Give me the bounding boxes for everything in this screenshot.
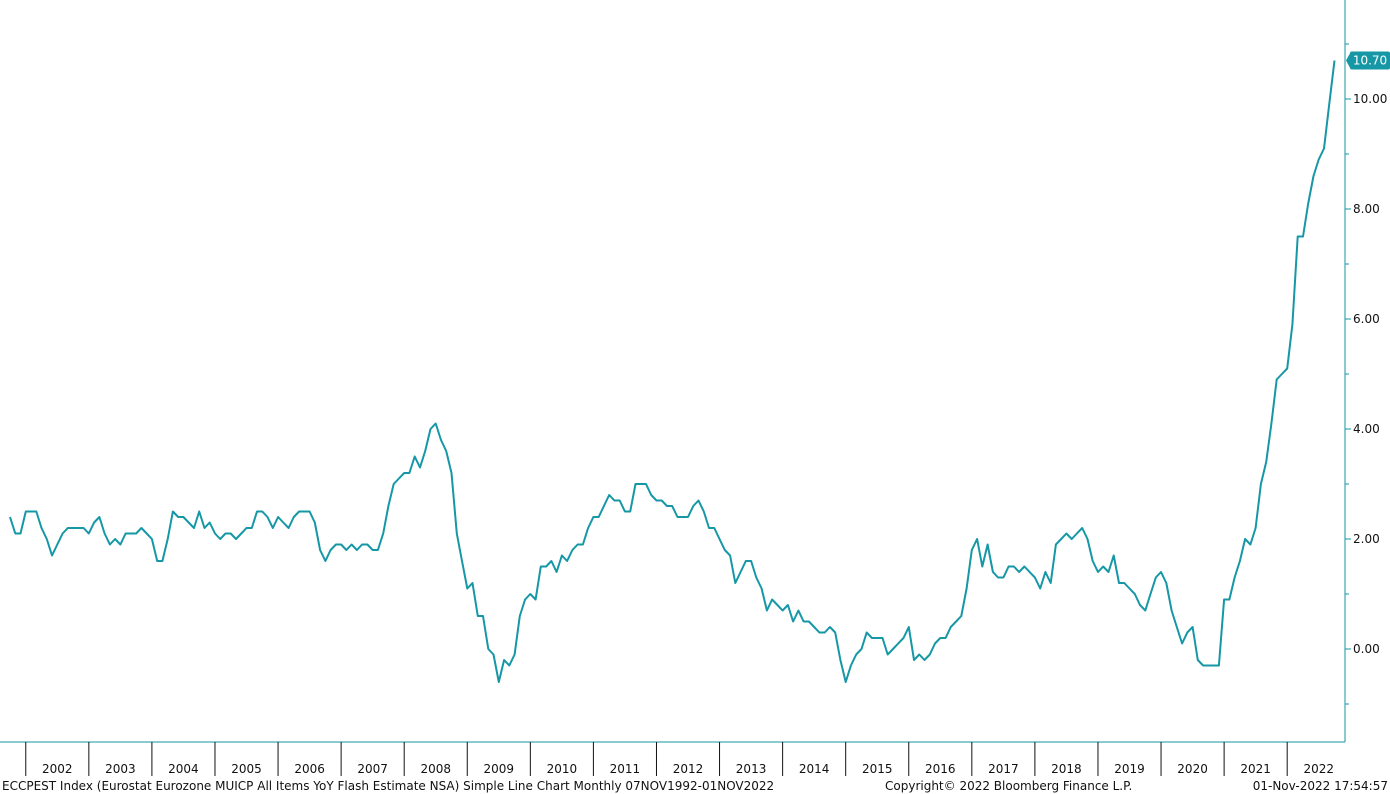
copyright-text: Copyright© 2022 Bloomberg Finance L.P. (885, 779, 1132, 793)
x-tick-label: 2016 (925, 762, 956, 776)
y-tick-label: 6.00 (1353, 312, 1380, 326)
y-tick-label: 4.00 (1353, 422, 1380, 436)
x-tick-label: 2008 (420, 762, 451, 776)
y-tick-label: 0.00 (1353, 642, 1380, 656)
last-value-label: 10.70 (1353, 54, 1387, 68)
y-axis: 0.00 2.00 4.00 6.00 8.00 10.00 (1344, 0, 1387, 742)
x-tick-label: 2018 (1051, 762, 1082, 776)
x-tick-label: 2011 (610, 762, 641, 776)
y-tick-label: 2.00 (1353, 532, 1380, 546)
x-tick-label: 2019 (1114, 762, 1145, 776)
x-tick-label: 2003 (105, 762, 136, 776)
series-line (9, 60, 1336, 683)
x-tick-label: 2005 (231, 762, 262, 776)
x-tick-label: 2020 (1177, 762, 1208, 776)
x-tick-label: 2009 (484, 762, 515, 776)
timestamp-text: 01-Nov-2022 17:54:57 (1253, 779, 1388, 793)
x-axis: 2002 2003 2004 2005 2006 2007 2008 2009 2010 2011… (0, 741, 1345, 776)
x-tick-label: 2013 (736, 762, 767, 776)
x-tick-label: 2014 (799, 762, 830, 776)
last-value-marker: 10.70 (1346, 51, 1390, 70)
x-tick-label: 2022 (1303, 762, 1334, 776)
last-value-pointer (1346, 51, 1351, 70)
y-tick-label: 10.00 (1353, 92, 1387, 106)
x-tick-label: 2002 (42, 762, 73, 776)
chart-description: ECCPEST Index (Eurostat Eurozone MUICP A… (2, 779, 774, 793)
x-tick-label: 2010 (547, 762, 578, 776)
x-tick-label: 2015 (862, 762, 893, 776)
last-value-badge (1350, 51, 1390, 70)
x-tick-label: 2012 (673, 762, 704, 776)
plot-area (9, 60, 1336, 683)
x-tick-label: 2021 (1240, 762, 1271, 776)
x-tick-label: 2006 (294, 762, 325, 776)
y-tick-label: 8.00 (1353, 202, 1380, 216)
x-tick-label: 2004 (168, 762, 199, 776)
x-tick-label: 2007 (357, 762, 388, 776)
chart-footer: ECCPEST Index (Eurostat Eurozone MUICP A… (2, 779, 1388, 793)
x-tick-label: 2017 (988, 762, 1019, 776)
